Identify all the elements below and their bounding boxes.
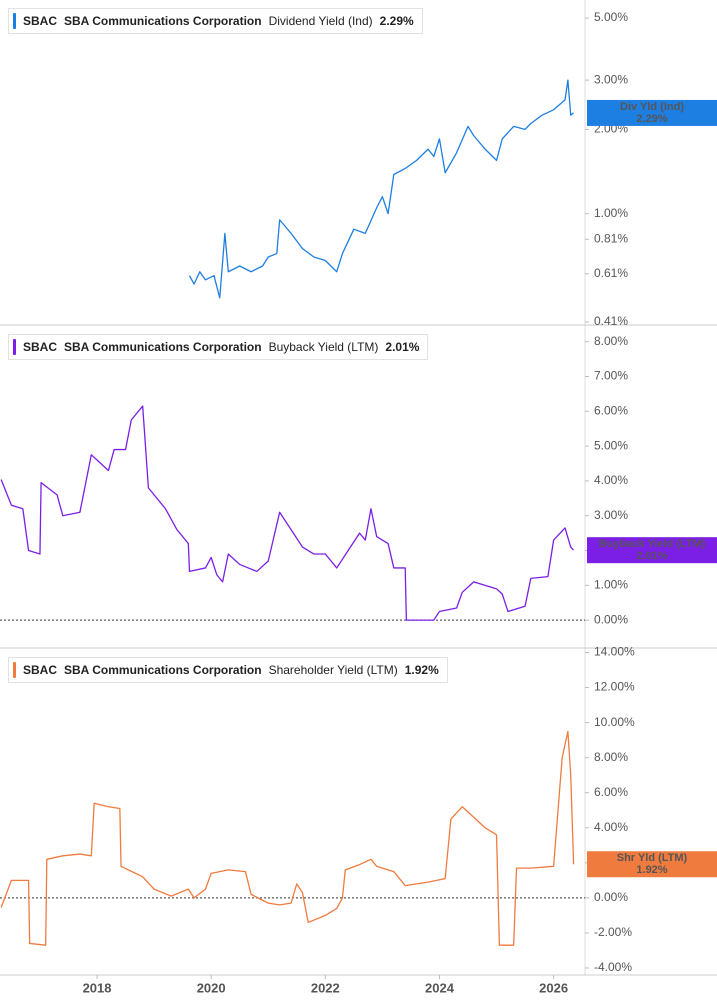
value-badge: Buyback Yield (LTM)2.01% [587, 537, 717, 564]
y-tick-label: 0.00% [594, 890, 628, 904]
x-tick-label: 2022 [311, 980, 340, 995]
legend-value: 2.01% [385, 340, 420, 354]
legend-swatch [13, 339, 16, 355]
legend-company: SBA Communications Corporation [64, 340, 262, 354]
legend-company: SBA Communications Corporation [64, 14, 262, 28]
y-tick-label: 5.00% [594, 10, 628, 24]
legend-value: 2.29% [379, 14, 414, 28]
legend-ticker: SBAC [23, 14, 58, 28]
badge-value: 2.29% [636, 113, 667, 125]
legend: SBAC SBA Communications Corporation Shareh… [8, 657, 448, 683]
series-line [0, 405, 575, 621]
legend-swatch [13, 13, 16, 29]
legend-value: 1.92% [404, 663, 439, 677]
badge-value: 2.01% [636, 550, 667, 562]
badge-label: Buyback Yield (LTM) [599, 538, 706, 550]
y-tick-label: 0.00% [594, 612, 628, 626]
series-line [188, 79, 574, 299]
y-tick-label: -4.00% [594, 960, 632, 974]
value-badge: Div Yld (Ind)2.29% [587, 99, 717, 126]
x-tick-label: 2026 [539, 980, 568, 995]
legend-series: Shareholder Yield (LTM) [268, 663, 398, 677]
legend: SBAC SBA Communications Corporation Divide… [8, 8, 423, 34]
badge-box [587, 537, 717, 564]
x-tick-label: 2024 [425, 980, 455, 995]
y-tick-label: 4.00% [594, 473, 628, 487]
y-tick-label: 6.00% [594, 403, 628, 417]
badge-value: 1.92% [636, 864, 667, 876]
value-badge: Shr Yld (LTM)1.92% [587, 851, 717, 878]
y-tick-label: 1.00% [594, 578, 628, 592]
y-tick-label: 12.00% [594, 680, 635, 694]
y-tick-label: 7.00% [594, 369, 628, 383]
legend-series: Dividend Yield (Ind) [268, 14, 373, 28]
y-tick-label: 3.00% [594, 72, 628, 86]
y-tick-label: 0.41% [594, 314, 628, 328]
y-tick-label: 1.00% [594, 206, 628, 220]
y-tick-label: 6.00% [594, 785, 628, 799]
y-tick-label: 8.00% [594, 334, 628, 348]
y-tick-label: 0.61% [594, 266, 628, 280]
y-tick-label: 4.00% [594, 820, 628, 834]
y-tick-label: 10.00% [594, 715, 635, 729]
badge-box [587, 99, 717, 126]
y-tick-label: 0.81% [594, 231, 628, 245]
y-tick-label: 8.00% [594, 750, 628, 764]
legend-ticker: SBAC [23, 340, 58, 354]
legend-company: SBA Communications Corporation [64, 663, 262, 677]
legend-swatch [13, 662, 16, 678]
legend-ticker: SBAC [23, 663, 58, 677]
badge-label: Shr Yld (LTM) [617, 852, 688, 864]
y-tick-label: 14.00% [594, 645, 635, 659]
x-tick-label: 2020 [197, 980, 226, 995]
series-line [0, 730, 575, 946]
badge-box [587, 851, 717, 878]
legend: SBAC SBA Communications Corporation Buybac… [8, 334, 429, 360]
y-tick-label: -2.00% [594, 925, 632, 939]
badge-label: Div Yld (Ind) [620, 101, 684, 113]
legend-series: Buyback Yield (LTM) [268, 340, 379, 354]
y-tick-label: 5.00% [594, 438, 628, 452]
x-tick-label: 2018 [83, 980, 112, 995]
y-tick-label: 3.00% [594, 508, 628, 522]
